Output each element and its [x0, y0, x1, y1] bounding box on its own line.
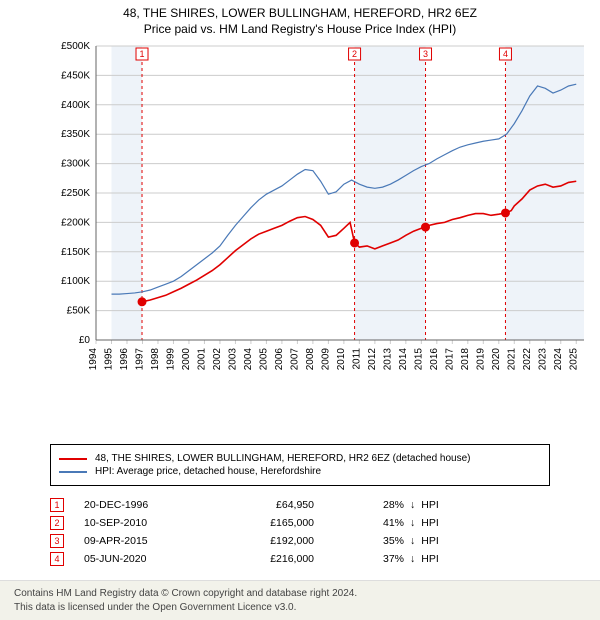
y-tick-label: £100K — [61, 276, 90, 287]
transaction-marker: 1 — [50, 498, 64, 512]
x-tick-label: 1996 — [119, 348, 130, 371]
x-tick-label: 2001 — [196, 348, 207, 371]
chart-title: 48, THE SHIRES, LOWER BULLINGHAM, HEREFO… — [0, 6, 600, 20]
transaction-row: 3 09-APR-2015£192,000 35% ↓ HPI — [50, 534, 550, 548]
transaction-row: 2 10-SEP-2010£165,000 41% ↓ HPI — [50, 516, 550, 530]
x-tick-label: 1994 — [88, 348, 99, 371]
transaction-price: £64,950 — [214, 499, 314, 511]
svg-text:3: 3 — [423, 49, 428, 59]
transaction-date: 09-APR-2015 — [84, 535, 214, 547]
transaction-suffix: HPI — [421, 517, 439, 529]
x-tick-label: 2023 — [537, 348, 548, 371]
y-tick-label: £50K — [67, 306, 91, 317]
legend-label: HPI: Average price, detached house, Here… — [95, 466, 321, 477]
transaction-suffix: HPI — [421, 499, 439, 511]
y-tick-label: £500K — [61, 41, 90, 52]
chart-area: £0 £50K £100K £150K £200K £250K £300K £350K £400… — [0, 40, 600, 438]
y-tick-label: £150K — [61, 247, 90, 258]
transaction-delta: 28% — [344, 499, 404, 511]
transaction-row: 4 05-JUN-2020£216,000 37% ↓ HPI — [50, 552, 550, 566]
down-arrow-icon: ↓ — [410, 535, 415, 547]
x-tick-label: 2014 — [398, 348, 409, 371]
x-tick-label: 1997 — [134, 348, 145, 371]
transaction-date: 20-DEC-1996 — [84, 499, 214, 511]
footer-attribution: Contains HM Land Registry data © Crown c… — [0, 580, 600, 620]
event-dot — [138, 298, 146, 306]
x-tick-label: 1999 — [165, 348, 176, 371]
x-tick-label: 2012 — [367, 348, 378, 371]
transactions-table: 1 20-DEC-1996£64,950 28% ↓ HPI 2 10-SEP-2010£1… — [50, 494, 550, 570]
price-chart: £0 £50K £100K £150K £200K £250K £300K £350K £400… — [50, 40, 590, 380]
transaction-suffix: HPI — [421, 553, 439, 565]
x-tick-label: 2024 — [553, 348, 564, 371]
legend: 48, THE SHIRES, LOWER BULLINGHAM, HEREFO… — [50, 444, 550, 486]
x-tick-label: 2002 — [212, 348, 223, 371]
footer-line-1: Contains HM Land Registry data © Crown c… — [14, 587, 590, 601]
transaction-marker: 2 — [50, 516, 64, 530]
footer-line-2: This data is licensed under the Open Gov… — [14, 601, 590, 615]
legend-swatch — [59, 458, 87, 460]
x-tick-label: 2018 — [460, 348, 471, 371]
x-tick-label: 2000 — [181, 348, 192, 371]
transaction-marker: 4 — [50, 552, 64, 566]
legend-label: 48, THE SHIRES, LOWER BULLINGHAM, HEREFO… — [95, 453, 471, 464]
transaction-price: £192,000 — [214, 535, 314, 547]
x-tick-label: 2015 — [413, 348, 424, 371]
x-tick-label: 2005 — [258, 348, 269, 371]
transaction-date: 05-JUN-2020 — [84, 553, 214, 565]
y-tick-label: £350K — [61, 129, 90, 140]
y-tick-label: £0 — [79, 335, 91, 346]
x-tick-label: 2025 — [568, 348, 579, 371]
x-tick-label: 2021 — [506, 348, 517, 371]
x-tick-label: 2020 — [491, 348, 502, 371]
x-tick-label: 2011 — [351, 348, 362, 370]
legend-item: HPI: Average price, detached house, Here… — [59, 466, 541, 477]
svg-text:1: 1 — [140, 49, 145, 59]
x-tick-label: 2013 — [382, 348, 393, 371]
x-tick-label: 2016 — [429, 348, 440, 371]
down-arrow-icon: ↓ — [410, 553, 415, 565]
chart-titles: 48, THE SHIRES, LOWER BULLINGHAM, HEREFO… — [0, 0, 600, 40]
event-dot — [501, 209, 509, 217]
chart-subtitle: Price paid vs. HM Land Registry's House … — [0, 22, 600, 36]
transaction-price: £165,000 — [214, 517, 314, 529]
y-tick-label: £200K — [61, 217, 90, 228]
svg-text:2: 2 — [352, 49, 357, 59]
legend-item: 48, THE SHIRES, LOWER BULLINGHAM, HEREFO… — [59, 453, 541, 464]
transaction-suffix: HPI — [421, 535, 439, 547]
x-tick-label: 1995 — [103, 348, 114, 371]
transaction-date: 10-SEP-2010 — [84, 517, 214, 529]
y-tick-label: £450K — [61, 70, 90, 81]
transaction-delta: 37% — [344, 553, 404, 565]
down-arrow-icon: ↓ — [410, 499, 415, 511]
event-dot — [351, 239, 359, 247]
x-tick-label: 2009 — [320, 348, 331, 371]
x-tick-label: 2019 — [475, 348, 486, 371]
transaction-delta: 35% — [344, 535, 404, 547]
x-tick-label: 2006 — [274, 348, 285, 371]
x-tick-label: 2022 — [522, 348, 533, 371]
event-dot — [422, 223, 430, 231]
down-arrow-icon: ↓ — [410, 517, 415, 529]
x-tick-label: 2007 — [289, 348, 300, 371]
y-tick-label: £250K — [61, 188, 90, 199]
transaction-marker: 3 — [50, 534, 64, 548]
x-tick-label: 2017 — [444, 348, 455, 371]
transaction-row: 1 20-DEC-1996£64,950 28% ↓ HPI — [50, 498, 550, 512]
x-tick-label: 1998 — [150, 348, 161, 371]
svg-text:4: 4 — [503, 49, 508, 59]
y-tick-label: £300K — [61, 159, 90, 170]
transaction-price: £216,000 — [214, 553, 314, 565]
x-tick-label: 2003 — [227, 348, 238, 371]
x-tick-label: 2004 — [243, 348, 254, 371]
x-tick-label: 2010 — [336, 348, 347, 371]
y-tick-label: £400K — [61, 100, 90, 111]
x-tick-label: 2008 — [305, 348, 316, 371]
transaction-delta: 41% — [344, 517, 404, 529]
legend-swatch — [59, 471, 87, 473]
